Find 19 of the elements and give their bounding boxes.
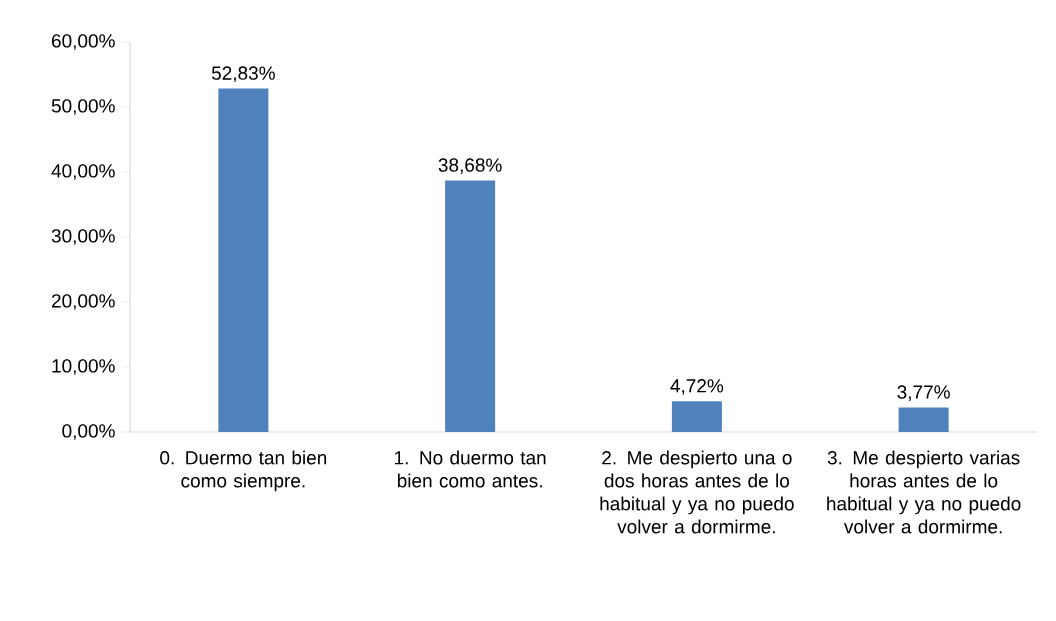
data-label: 52,83% [211,66,275,83]
y-tick-label: 60,00% [51,34,115,50]
data-label: 38,68% [438,158,502,175]
y-tick-label: 20,00% [51,294,115,310]
y-tick-label: 30,00% [51,229,115,245]
x-tick-label: 3. Me despierto varias horas antes de lo habitual y ya no puedo volver a dormirme. [827,450,1021,534]
bar [218,88,269,432]
bar [898,407,949,432]
y-tick-label: 10,00% [52,359,115,375]
bar [445,180,496,432]
x-tick-label: 0. Duermo tan bien como siempre. [160,450,327,492]
bar [671,401,722,432]
x-tick-label: 1. No duermo tan bien como antes. [395,450,546,488]
y-tick-label: 40,00% [51,164,115,180]
x-tick-label: 2. Me despierto una o dos horas antes de lo habitual y ya no puedo volver a dormirme. [600,450,794,534]
data-label: 4,72% [670,379,724,395]
y-tick-label: 0,00% [62,424,115,440]
y-tick-label: 50,00% [51,99,115,115]
data-label: 3,77% [897,385,950,401]
